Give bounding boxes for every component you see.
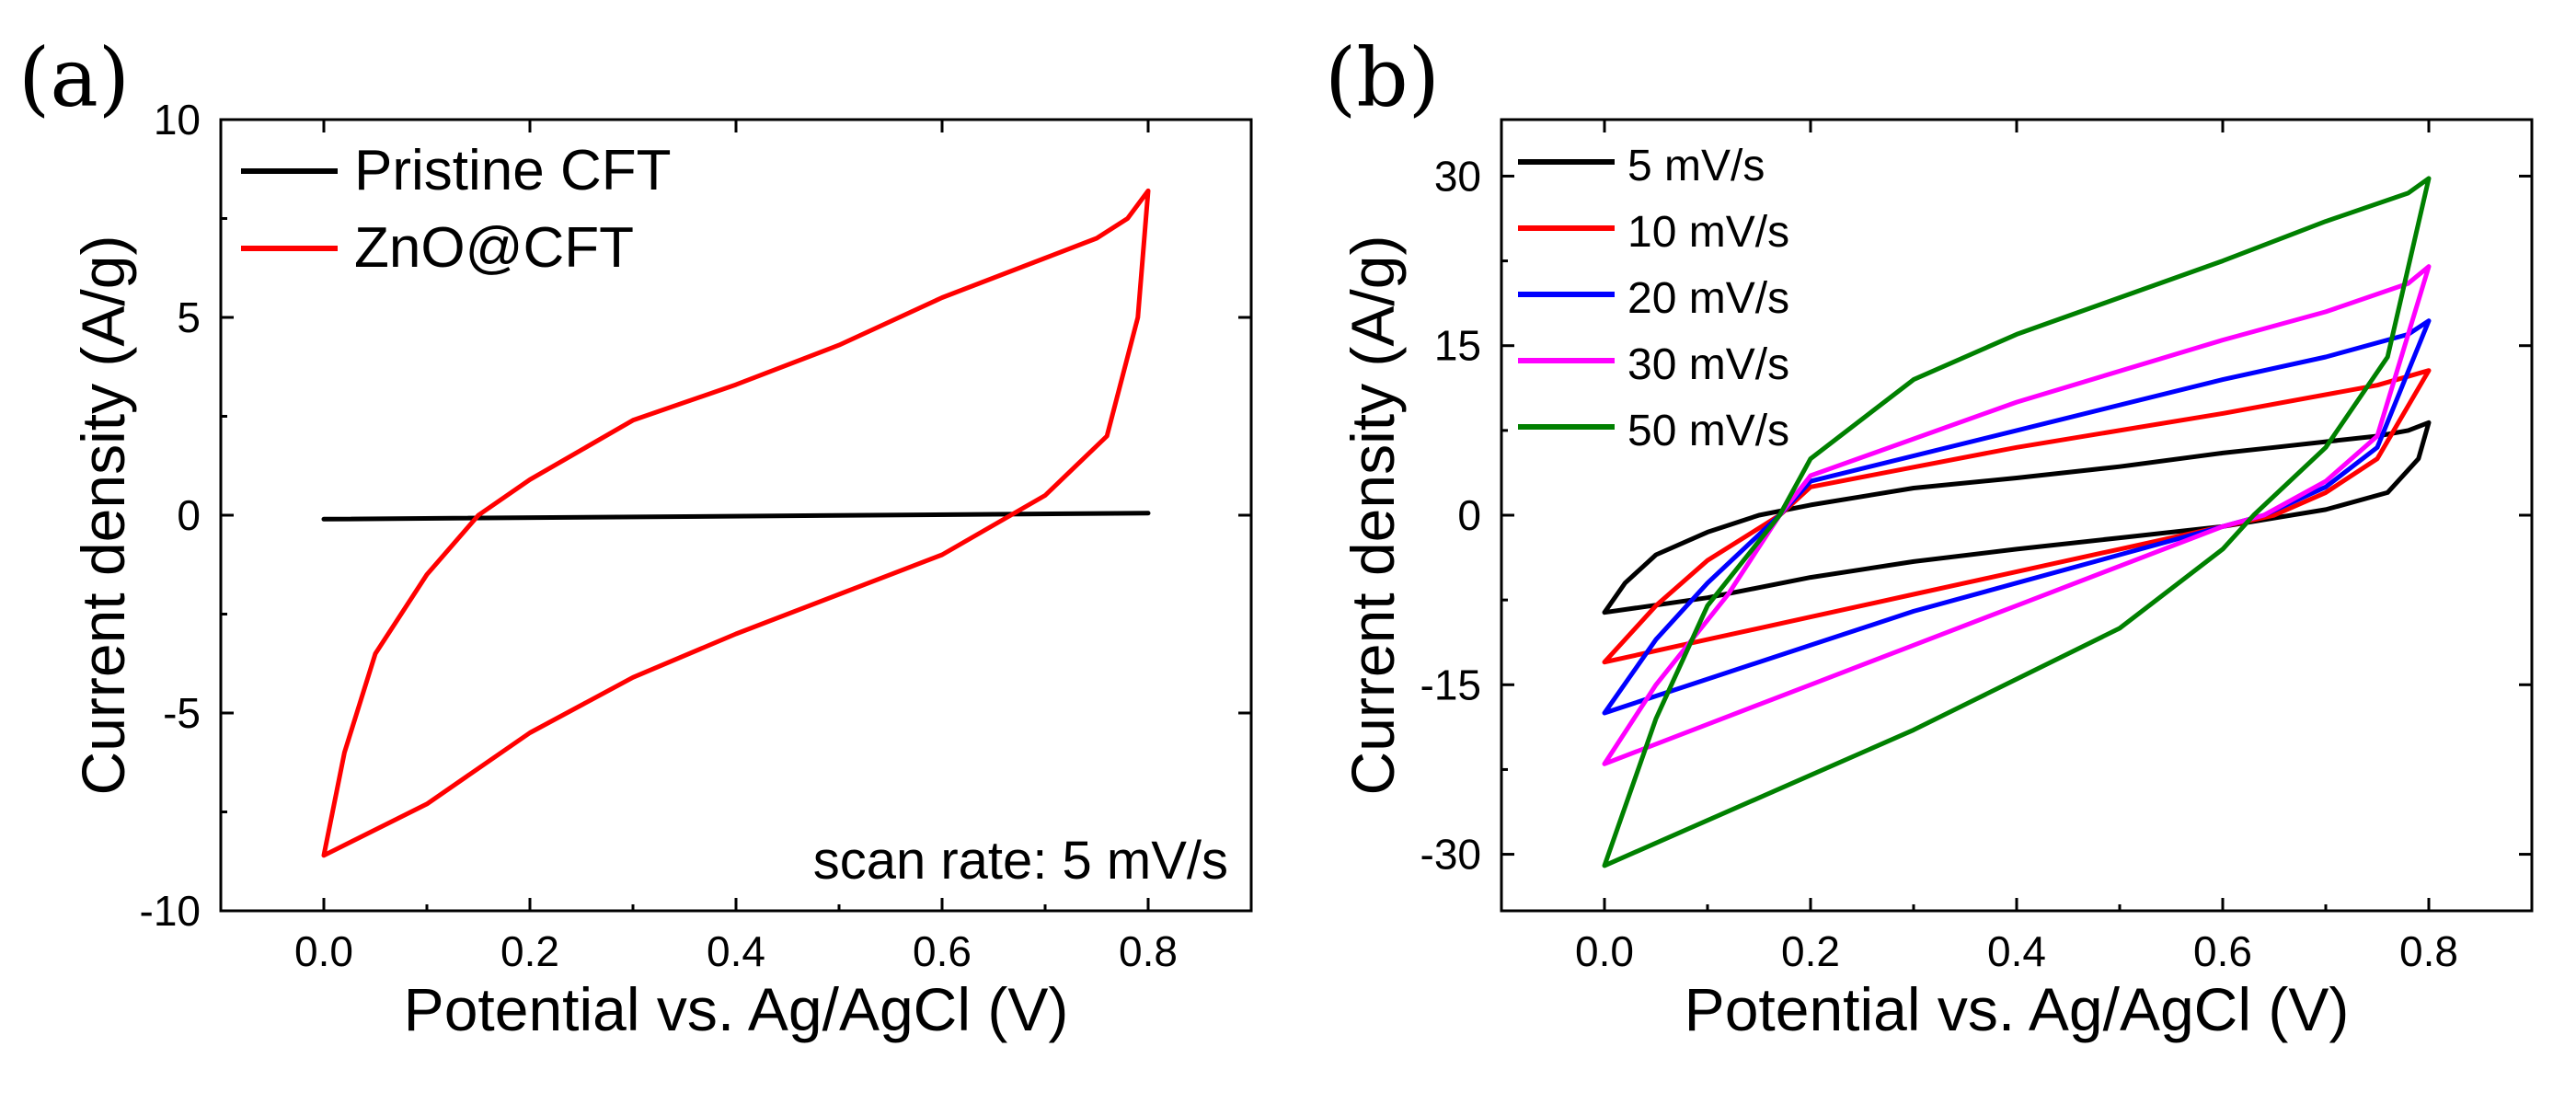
- y-tick-label: 5: [177, 293, 201, 341]
- x-tick-label: 0.2: [500, 927, 559, 975]
- legend-label: 5 mV/s: [1627, 142, 1765, 190]
- x-tick-label: 0.0: [1575, 927, 1634, 975]
- legend-label: ZnO@CFT: [354, 216, 634, 280]
- y-axis-title: Current density (A/g): [69, 236, 137, 796]
- x-tick-label: 0.6: [913, 927, 972, 975]
- x-tick-label: 0.6: [2193, 927, 2252, 975]
- x-axis-title: Potential vs. Ag/AgCl (V): [404, 975, 1069, 1043]
- series-line-pristine-cft: [321, 511, 1151, 522]
- panel-b: (b) 0.0 0.2 0.4 0.6 0.8 -30 -15 0 15 30 Potential v…: [1325, 30, 2534, 1043]
- y-tick-label: -15: [1420, 661, 1481, 708]
- panel-label: (a): [18, 30, 130, 125]
- y-tick-label: -30: [1420, 831, 1481, 879]
- legend-label: 20 mV/s: [1627, 274, 1789, 323]
- x-tick-label: 0.4: [1987, 927, 2046, 975]
- x-tick-label: 0.4: [707, 927, 765, 975]
- legend-label: 10 mV/s: [1627, 208, 1789, 257]
- y-tick-label: 30: [1434, 152, 1481, 200]
- x-tick-label: 0.2: [1781, 927, 1840, 975]
- scan-rate-annotation: scan rate: 5 mV/s: [813, 831, 1228, 891]
- legend: 5 mV/s 10 mV/s 20 mV/s 30 mV/s 50 mV/s: [1518, 142, 1789, 455]
- series-line-50-mv-s: [1602, 176, 2432, 868]
- y-tick-label: -5: [163, 689, 201, 737]
- legend-label: 50 mV/s: [1627, 407, 1789, 455]
- y-tick-label: 0: [1457, 491, 1481, 539]
- series-line-zno-cft: [321, 188, 1151, 858]
- y-axis-title: Current density (A/g): [1339, 236, 1407, 796]
- x-tick-label: 0.8: [2399, 927, 2458, 975]
- panel-label: (b): [1325, 30, 1440, 125]
- panel-a: (a) 0.0 0.2 0.4 0.6 0.8 -10 -5 0 5 10 Potential vs.…: [18, 30, 1253, 1043]
- legend-label: 30 mV/s: [1627, 340, 1789, 389]
- legend: Pristine CFT ZnO@CFT: [241, 139, 671, 280]
- x-tick-label: 0.0: [294, 927, 353, 975]
- legend-label: Pristine CFT: [354, 139, 671, 202]
- x-tick-label: 0.8: [1119, 927, 1178, 975]
- y-tick-label: 0: [177, 491, 201, 539]
- y-tick-label: 10: [154, 96, 201, 144]
- x-axis-title: Potential vs. Ag/AgCl (V): [1685, 975, 2350, 1043]
- y-tick-label: 15: [1434, 322, 1481, 370]
- y-tick-label: -10: [140, 887, 201, 935]
